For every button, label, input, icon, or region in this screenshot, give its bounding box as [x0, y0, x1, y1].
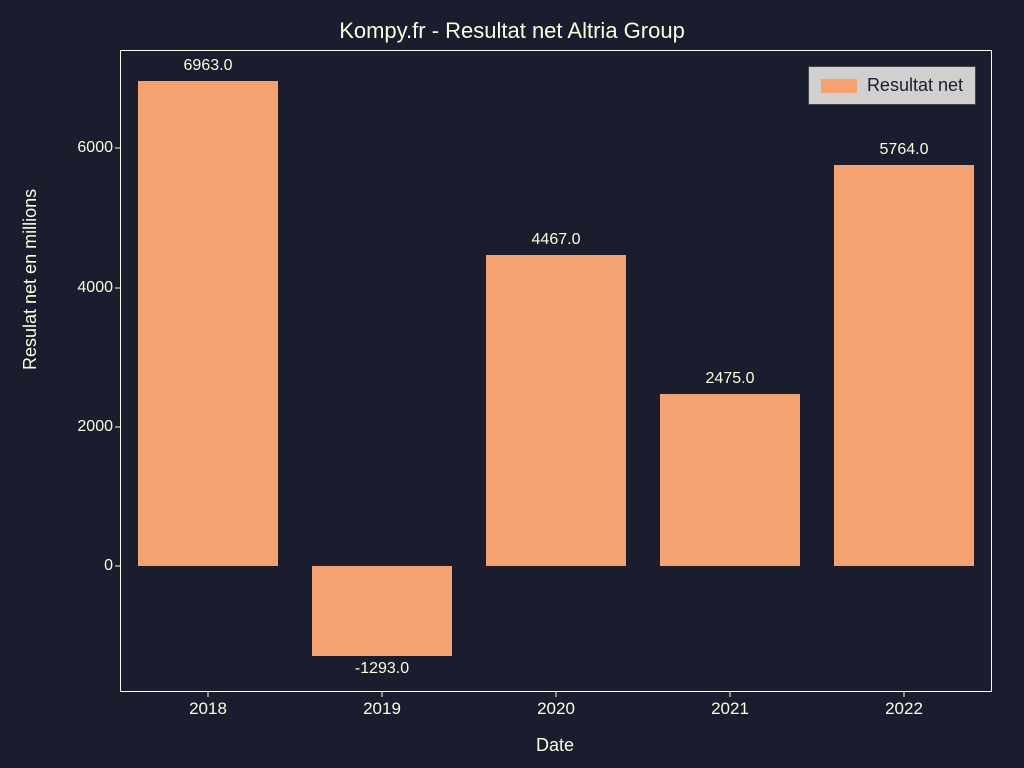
y-tick-label: 4000: [77, 279, 113, 297]
x-tick-mark: [208, 691, 209, 697]
chart-title: Kompy.fr - Resultat net Altria Group: [0, 18, 1024, 44]
y-tick-mark: [115, 287, 121, 288]
y-tick-label: 6000: [77, 139, 113, 157]
bar-value-label: 4467.0: [532, 231, 581, 249]
y-tick-label: 2000: [77, 418, 113, 436]
y-tick-label: 0: [104, 557, 113, 575]
x-axis-label: Date: [120, 735, 990, 756]
x-tick-label: 2020: [537, 699, 575, 719]
y-axis-label: Resulat net en millions: [20, 189, 41, 370]
bar: [834, 165, 973, 566]
x-tick-mark: [904, 691, 905, 697]
bar: [138, 81, 277, 565]
legend-label: Resultat net: [867, 75, 963, 96]
legend: Resultat net: [808, 66, 976, 105]
bar: [486, 255, 625, 566]
x-tick-mark: [382, 691, 383, 697]
bar-value-label: 6963.0: [184, 57, 233, 75]
bar-value-label: 5764.0: [880, 141, 929, 159]
x-tick-label: 2018: [189, 699, 227, 719]
x-tick-mark: [730, 691, 731, 697]
x-tick-label: 2022: [885, 699, 923, 719]
x-tick-label: 2021: [711, 699, 749, 719]
y-tick-mark: [115, 426, 121, 427]
y-tick-mark: [115, 148, 121, 149]
x-tick-label: 2019: [363, 699, 401, 719]
bar: [312, 566, 451, 656]
bar-value-label: 2475.0: [706, 370, 755, 388]
y-tick-mark: [115, 565, 121, 566]
bar-value-label: -1293.0: [355, 660, 409, 678]
bar: [660, 394, 799, 566]
legend-swatch: [821, 79, 857, 93]
x-tick-mark: [556, 691, 557, 697]
plot-area: Resultat net 02000400060006963.02018-129…: [120, 50, 992, 692]
chart-container: Kompy.fr - Resultat net Altria Group Res…: [0, 0, 1024, 768]
